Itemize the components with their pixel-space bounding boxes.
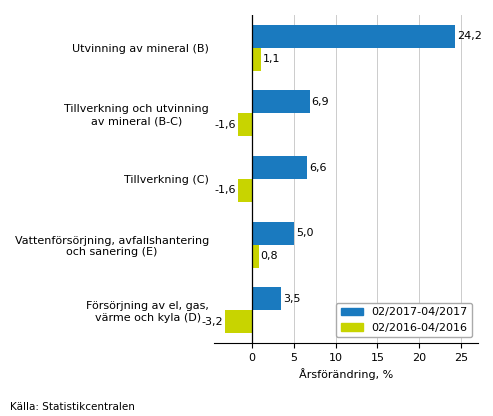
Text: -1,6: -1,6	[215, 120, 236, 130]
Bar	[252, 156, 307, 179]
Text: 3,5: 3,5	[283, 294, 301, 304]
Bar	[239, 179, 252, 202]
Bar	[252, 287, 281, 310]
Bar	[225, 310, 252, 333]
Text: -3,2: -3,2	[201, 317, 223, 327]
Bar	[252, 245, 258, 267]
Text: 24,2: 24,2	[457, 31, 482, 41]
Bar	[252, 25, 455, 48]
Bar	[239, 114, 252, 136]
Text: 5,0: 5,0	[296, 228, 313, 238]
Bar	[252, 48, 261, 71]
Bar	[252, 90, 310, 114]
Text: Källa: Statistikcentralen: Källa: Statistikcentralen	[10, 402, 135, 412]
Text: 6,6: 6,6	[309, 163, 327, 173]
Text: 0,8: 0,8	[261, 251, 278, 261]
Text: 1,1: 1,1	[263, 54, 281, 64]
Text: -1,6: -1,6	[215, 186, 236, 196]
X-axis label: Årsförändring, %: Årsförändring, %	[299, 368, 393, 380]
Text: 6,9: 6,9	[312, 97, 329, 107]
Bar	[252, 222, 294, 245]
Legend: 02/2017-04/2017, 02/2016-04/2016: 02/2017-04/2017, 02/2016-04/2016	[336, 303, 472, 337]
